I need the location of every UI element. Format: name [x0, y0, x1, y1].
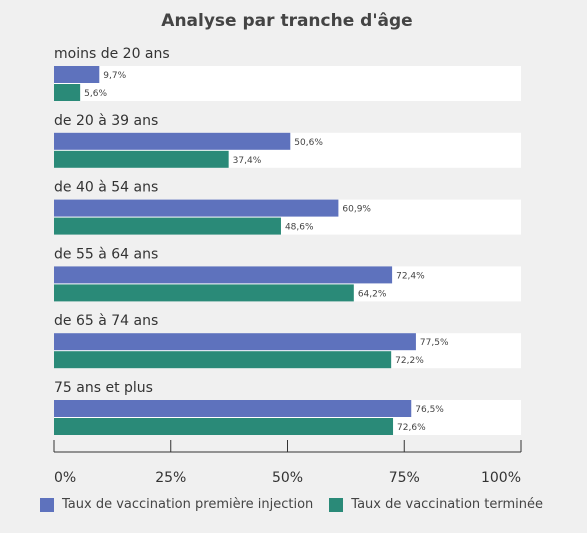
bar [54, 400, 412, 417]
data-label: 37,4% [233, 156, 262, 166]
x-tick-label: 100% [481, 470, 521, 486]
data-label: 72,2% [395, 356, 424, 366]
legend-item-first-injection[interactable]: Taux de vaccination première injection [40, 497, 313, 512]
category-label: de 55 à 64 ans [54, 246, 158, 262]
data-label: 64,2% [358, 289, 387, 299]
x-tick-label: 0% [54, 470, 76, 486]
data-label: 5,6% [84, 89, 107, 99]
data-label: 77,5% [420, 338, 449, 348]
data-label: 50,6% [294, 138, 323, 148]
bar [54, 199, 339, 217]
data-label: 60,9% [342, 205, 371, 215]
legend-label-first-injection: Taux de vaccination première injection [62, 497, 314, 512]
chart-title: Analyse par tranche d'âge [161, 11, 412, 31]
data-label: 76,5% [415, 405, 444, 415]
bar [54, 418, 394, 435]
data-label: 48,6% [285, 223, 314, 233]
bar [54, 351, 392, 369]
bar [54, 132, 291, 150]
x-tick-label: 75% [389, 470, 420, 486]
category-label: de 65 à 74 ans [54, 313, 158, 329]
category-label: de 20 à 39 ans [54, 113, 158, 129]
legend-label-completed: Taux de vaccination terminée [351, 497, 544, 512]
x-tick-label: 50% [272, 470, 303, 486]
legend: Taux de vaccination première injection T… [40, 497, 559, 512]
bar [54, 150, 229, 168]
category-label: moins de 20 ans [54, 46, 170, 62]
data-label: 72,6% [397, 423, 426, 433]
category-label: 75 ans et plus [54, 380, 153, 396]
bar [54, 84, 81, 101]
bar [54, 266, 393, 284]
bar [54, 66, 100, 83]
bar [54, 217, 281, 235]
bar [54, 284, 354, 302]
data-label: 72,4% [396, 271, 425, 281]
legend-swatch-completed [329, 497, 344, 512]
bar-track [54, 66, 521, 101]
bar [54, 333, 416, 351]
x-tick-label: 25% [155, 470, 186, 486]
legend-item-completed[interactable]: Taux de vaccination terminée [329, 497, 543, 512]
legend-swatch-first-injection [40, 497, 54, 512]
category-label: de 40 à 54 ans [54, 180, 158, 196]
data-label: 9,7% [103, 71, 126, 81]
